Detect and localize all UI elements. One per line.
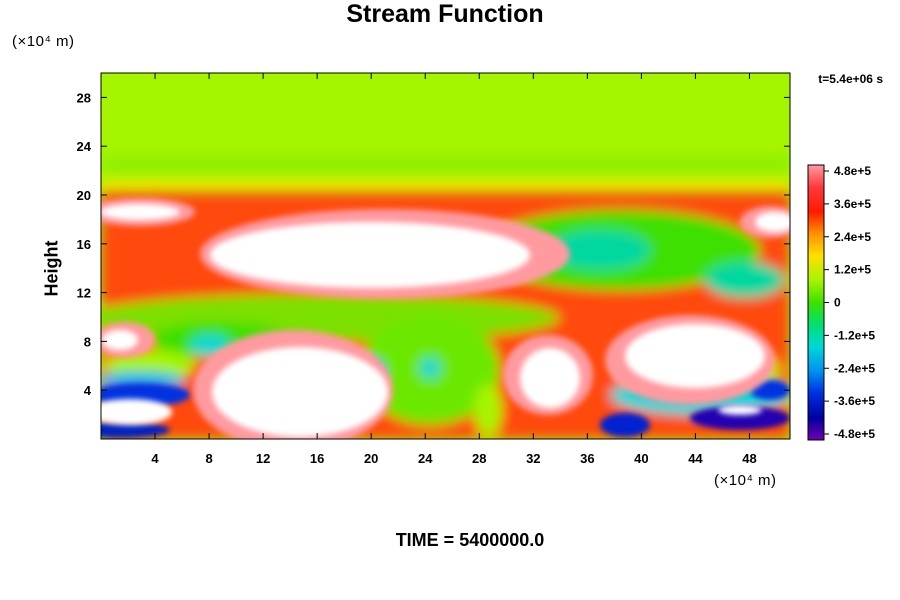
x-axis-unit: (×10⁴ m): [714, 472, 777, 489]
time-footer: TIME = 5400000.0: [395, 530, 545, 550]
y-axis-unit: (×10⁴ m): [12, 33, 75, 50]
contour-field: [101, 73, 790, 439]
y-tick-label: 16: [77, 237, 91, 252]
x-tick-label: 4: [151, 451, 159, 466]
y-tick-label: 12: [77, 286, 91, 301]
x-tick-label: 12: [256, 451, 270, 466]
y-tick-label: 24: [77, 139, 92, 154]
x-tick-label: 28: [472, 451, 486, 466]
colorbar: 4.8e+5 3.6e+5 2.4e+5 1.2e+5 0 -1.2e+5 -2.4e+5 -…: [807, 164, 875, 441]
x-tick-label: 32: [526, 451, 540, 466]
y-tick-label: 4: [84, 383, 92, 398]
y-tick-label: 8: [84, 334, 91, 349]
plot-frame: [100, 72, 791, 440]
colorbar-tick-label: -2.4e+5: [834, 361, 875, 375]
colorbar-tick-label: -1.2e+5: [834, 328, 875, 342]
x-tick-label: 16: [310, 451, 324, 466]
x-tick-label: 48: [742, 451, 756, 466]
chart-title: Stream Function: [346, 0, 544, 28]
x-tick-label: 44: [688, 451, 703, 466]
colorbar-tick-label: 0: [834, 296, 841, 310]
x-tick-label: 20: [364, 451, 378, 466]
x-tick-label: 36: [580, 451, 594, 466]
x-tick-label: 40: [634, 451, 648, 466]
x-tick-label: 24: [418, 451, 433, 466]
colorbar-scale: [807, 164, 825, 441]
colorbar-tick-label: 2.4e+5: [834, 230, 871, 244]
colorbar-tick-label: -4.8e+5: [834, 427, 875, 441]
colorbar-tick-label: 4.8e+5: [834, 164, 871, 178]
y-tick-label: 28: [77, 90, 91, 105]
y-tick-label: 20: [77, 188, 91, 203]
colorbar-tick-label: -3.6e+5: [834, 394, 875, 408]
colorbar-tick-label: 1.2e+5: [834, 263, 871, 277]
colorbar-tick-label: 3.6e+5: [834, 197, 871, 211]
time-annotation: t=5.4e+06 s: [818, 72, 883, 86]
x-tick-label: 8: [205, 451, 212, 466]
